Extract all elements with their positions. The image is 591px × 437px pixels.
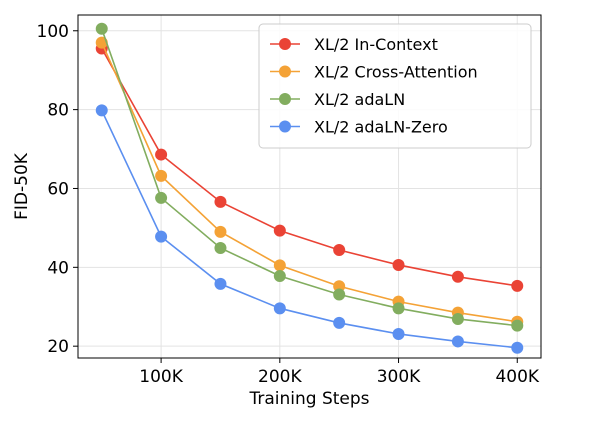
plot-frame: [77, 14, 542, 359]
y-tick-label: 20: [47, 337, 69, 357]
legend-marker: [279, 65, 291, 78]
legend-item: XL/2 In-Context: [270, 35, 438, 54]
legend-item: XL/2 Cross-Attention: [270, 63, 478, 82]
data-point: [392, 327, 405, 340]
data-point: [511, 279, 524, 292]
legend-marker: [279, 38, 291, 50]
data-point: [333, 280, 346, 293]
y-tick-label: 40: [47, 258, 69, 278]
y-tick-label: 80: [47, 101, 69, 121]
axis-ticks: 100K 200K 300K 400K 20 40 60 80 100: [37, 22, 540, 387]
legend-marker: [279, 120, 291, 133]
y-axis-label: FID-50K: [12, 152, 32, 220]
x-axis-label: Training Steps: [248, 389, 369, 409]
data-point: [273, 224, 286, 237]
series-line: [101, 42, 518, 323]
legend-marker: [279, 93, 291, 105]
series-lines: [95, 22, 524, 354]
x-tick-label: 200K: [258, 367, 302, 387]
data-point: [214, 225, 227, 238]
series-3: [95, 104, 524, 354]
data-point: [451, 312, 464, 325]
legend-label: XL/2 adaLN: [314, 90, 405, 109]
legend-label: XL/2 Cross-Attention: [314, 63, 478, 82]
legend-label: XL/2 In-Context: [314, 35, 438, 54]
x-tick-label: 400K: [495, 367, 539, 387]
data-point: [95, 22, 108, 35]
data-point: [95, 104, 108, 117]
data-point: [214, 277, 227, 290]
data-point: [273, 259, 286, 272]
data-point: [392, 258, 405, 271]
data-point: [214, 195, 227, 208]
data-point: [511, 341, 524, 354]
data-point: [214, 242, 227, 255]
data-point: [451, 270, 464, 283]
y-tick-label: 60: [47, 179, 69, 199]
data-point: [451, 335, 464, 348]
legend-item: XL/2 adaLN-Zero: [270, 118, 448, 137]
data-point: [333, 243, 346, 256]
data-point: [511, 319, 524, 332]
data-point: [155, 230, 168, 243]
data-point: [155, 169, 168, 182]
legend-label: XL/2 adaLN-Zero: [314, 118, 448, 137]
series-line: [101, 110, 518, 349]
series-line: [100, 28, 518, 327]
legend-box: [258, 23, 532, 149]
data-point: [273, 302, 286, 315]
data-point: [155, 191, 168, 204]
series-1: [95, 36, 524, 328]
legend-item: XL/2 adaLN: [270, 90, 405, 109]
x-tick-label: 100K: [139, 367, 183, 387]
data-point: [155, 148, 168, 161]
series-2: [95, 22, 524, 332]
data-point: [333, 316, 346, 329]
legend: XL/2 In-Context XL/2 Cross-Attention XL/2 …: [258, 23, 532, 149]
series-line: [101, 48, 518, 287]
data-point: [392, 302, 405, 315]
data-point: [333, 288, 346, 301]
data-point: [273, 269, 286, 282]
x-tick-label: 300K: [377, 367, 421, 387]
y-tick-label: 100: [37, 22, 69, 42]
